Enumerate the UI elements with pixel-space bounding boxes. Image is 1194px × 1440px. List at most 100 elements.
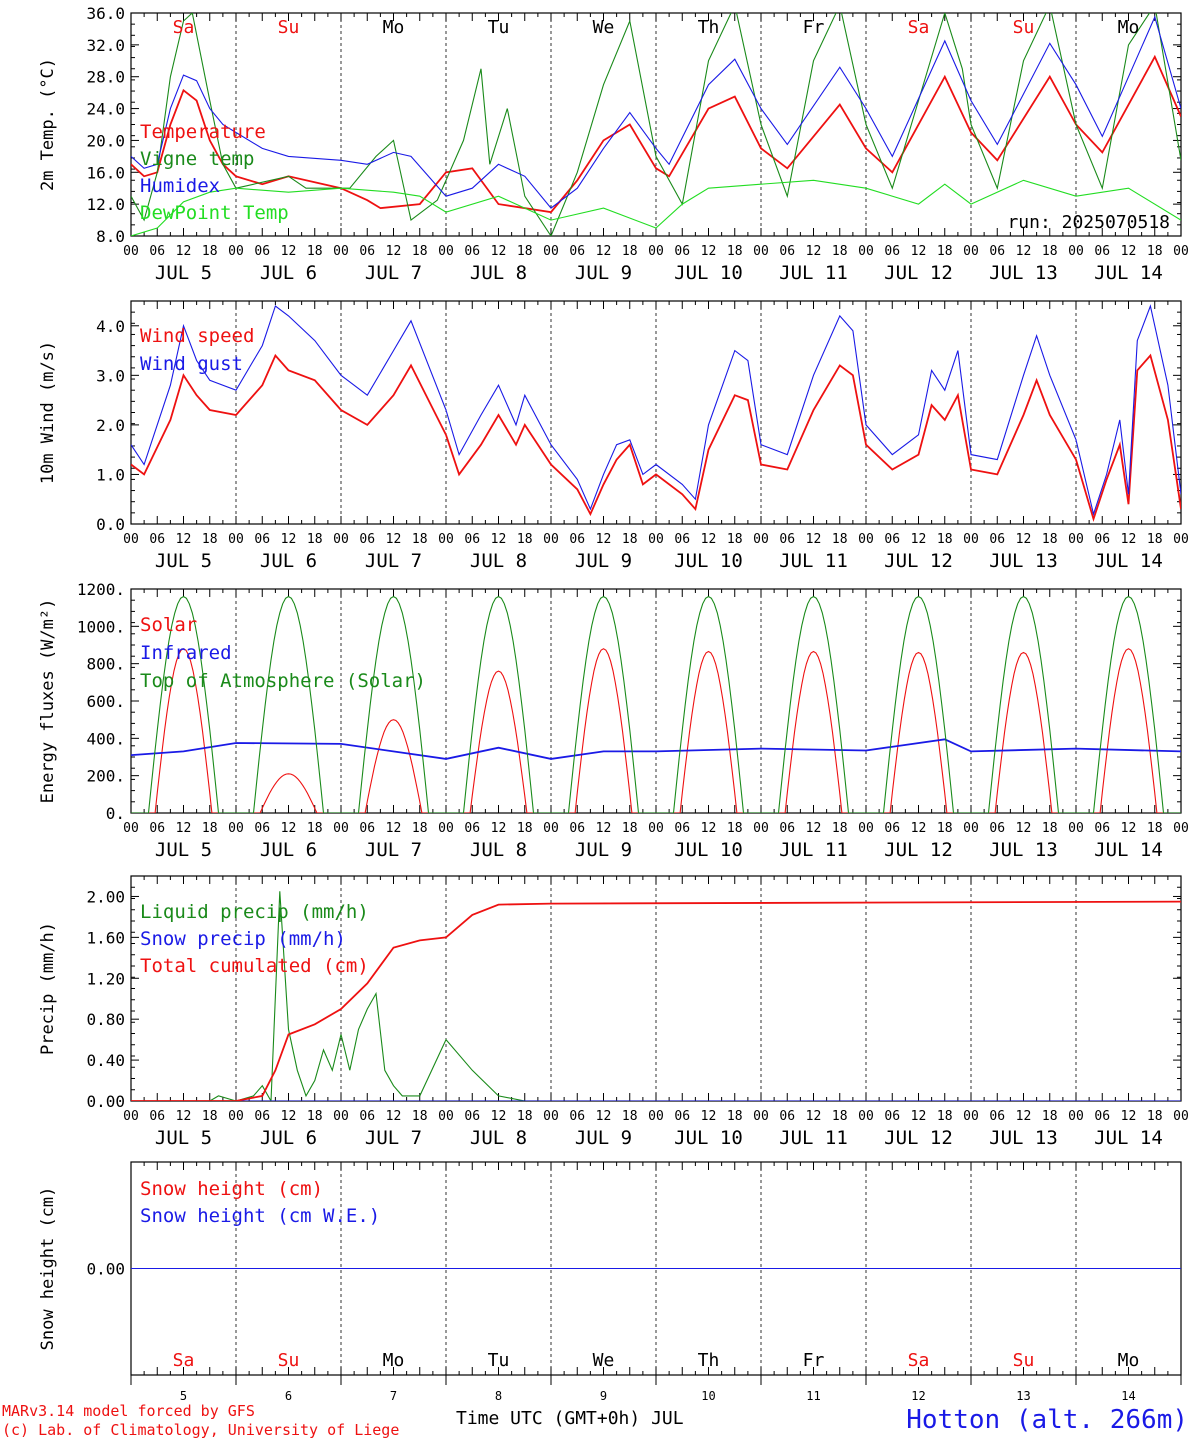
hour-tick-label: 06 xyxy=(359,244,375,259)
hour-tick-label: 12 xyxy=(386,532,402,547)
date-label: JUL 12 xyxy=(884,550,953,572)
hour-tick-label: 18 xyxy=(832,821,848,836)
legend-entry: Wind gust xyxy=(140,353,243,375)
hour-tick-label: 18 xyxy=(1042,1109,1058,1124)
hour-tick-label: 18 xyxy=(727,821,743,836)
hour-tick-label: 18 xyxy=(517,244,533,259)
hour-tick-label: 06 xyxy=(569,821,585,836)
date-label: JUL 9 xyxy=(575,839,632,861)
date-label: JUL 11 xyxy=(779,1127,848,1149)
hour-tick-label: 06 xyxy=(674,244,690,259)
y-tick-label: 1200. xyxy=(77,580,125,599)
legend-entry: DewPoint Temp xyxy=(140,202,289,224)
hour-tick-label: 00 xyxy=(1173,821,1189,836)
date-label: JUL 8 xyxy=(470,1127,527,1149)
hour-tick-label: 00 xyxy=(1173,244,1189,259)
hour-tick-label: 12 xyxy=(491,244,507,259)
hour-tick-label: 00 xyxy=(1068,532,1084,547)
date-label: JUL 5 xyxy=(155,839,212,861)
hour-tick-label: 00 xyxy=(543,1109,559,1124)
hour-tick-label: 12 xyxy=(1016,821,1032,836)
date-label: JUL 7 xyxy=(365,550,422,572)
series-line-wind-speed xyxy=(131,353,1181,523)
weekday-label: Sa xyxy=(908,1350,930,1371)
hour-tick-label: 06 xyxy=(779,532,795,547)
series-line-temperature xyxy=(131,54,1181,214)
hour-tick-label: 12 xyxy=(911,532,927,547)
weekday-label: Mo xyxy=(383,1350,405,1371)
hour-tick-label: 18 xyxy=(202,532,218,547)
hour-tick-label: 06 xyxy=(254,1109,270,1124)
date-label: JUL 5 xyxy=(155,262,212,284)
day-number-label: 6 xyxy=(285,1389,292,1403)
hour-tick-label: 00 xyxy=(228,532,244,547)
y-tick-label: 16.0 xyxy=(86,163,125,182)
y-tick-label: 1.20 xyxy=(86,969,125,988)
date-label: JUL 7 xyxy=(365,262,422,284)
hour-tick-label: 12 xyxy=(806,821,822,836)
date-label: JUL 9 xyxy=(575,550,632,572)
hour-tick-label: 00 xyxy=(438,821,454,836)
hour-tick-label: 00 xyxy=(333,532,349,547)
chart-panel-1: 8.0 12.0 16.0 20.0 24.0 28.0 32.0 36.0 2m Temp. … xyxy=(38,4,1189,284)
y-tick-label: 400. xyxy=(86,729,125,748)
hour-tick-label: 00 xyxy=(648,532,664,547)
hour-tick-label: 06 xyxy=(149,532,165,547)
hour-tick-label: 12 xyxy=(176,821,192,836)
y-tick-label: 0.00 xyxy=(86,1092,125,1111)
hour-tick-label: 06 xyxy=(884,532,900,547)
hour-tick-label: 06 xyxy=(674,821,690,836)
hour-tick-label: 18 xyxy=(412,1109,428,1124)
hour-tick-label: 00 xyxy=(333,244,349,259)
hour-tick-label: 06 xyxy=(149,244,165,259)
date-label: JUL 5 xyxy=(155,550,212,572)
hour-tick-label: 12 xyxy=(596,1109,612,1124)
hour-tick-label: 06 xyxy=(1094,244,1110,259)
weekday-label: We xyxy=(593,1350,615,1371)
hour-tick-label: 00 xyxy=(1068,821,1084,836)
hour-tick-label: 18 xyxy=(832,1109,848,1124)
legend-entry: Snow height (cm W.E.) xyxy=(140,1205,380,1227)
date-label: JUL 13 xyxy=(989,262,1058,284)
hour-tick-label: 06 xyxy=(254,244,270,259)
hour-tick-label: 18 xyxy=(412,244,428,259)
hour-tick-label: 12 xyxy=(701,532,717,547)
y-axis-title: Precip (mm/h) xyxy=(38,922,58,1055)
hour-tick-label: 00 xyxy=(438,244,454,259)
hour-tick-label: 00 xyxy=(963,821,979,836)
hour-tick-label: 00 xyxy=(648,1109,664,1124)
y-tick-label: 0.40 xyxy=(86,1051,125,1070)
hour-tick-label: 12 xyxy=(176,532,192,547)
weekday-label: Su xyxy=(1013,1350,1035,1371)
hour-tick-label: 12 xyxy=(491,532,507,547)
date-label: JUL 8 xyxy=(470,550,527,572)
hour-tick-label: 00 xyxy=(963,244,979,259)
date-label: JUL 10 xyxy=(674,550,743,572)
hour-tick-label: 12 xyxy=(806,1109,822,1124)
y-tick-label: 200. xyxy=(86,767,125,786)
hour-tick-label: 18 xyxy=(937,532,953,547)
series-group xyxy=(131,304,1181,523)
chart-panel-5: 0.00 Snow height (cm) Snow height (cm) Snow… xyxy=(38,1161,1182,1403)
hour-tick-label: 18 xyxy=(517,1109,533,1124)
plot-frame xyxy=(130,588,1182,814)
hour-tick-label: 18 xyxy=(937,821,953,836)
hour-tick-label: 18 xyxy=(937,244,953,259)
date-label: JUL 9 xyxy=(575,262,632,284)
hour-tick-label: 06 xyxy=(779,1109,795,1124)
weekday-label: Sa xyxy=(908,17,930,38)
hour-tick-label: 18 xyxy=(1042,532,1058,547)
y-tick-label: 800. xyxy=(86,655,125,674)
hour-tick-label: 06 xyxy=(884,244,900,259)
series-line-vigne-temp xyxy=(131,13,1181,236)
hour-tick-label: 06 xyxy=(884,1109,900,1124)
hour-tick-label: 12 xyxy=(911,1109,927,1124)
hour-tick-label: 18 xyxy=(937,1109,953,1124)
hour-tick-label: 12 xyxy=(911,244,927,259)
date-label: JUL 8 xyxy=(470,839,527,861)
run-annotation: run: 2025070518 xyxy=(1007,212,1170,233)
hour-tick-label: 00 xyxy=(438,1109,454,1124)
hour-tick-label: 00 xyxy=(1173,532,1189,547)
hour-tick-label: 12 xyxy=(806,244,822,259)
